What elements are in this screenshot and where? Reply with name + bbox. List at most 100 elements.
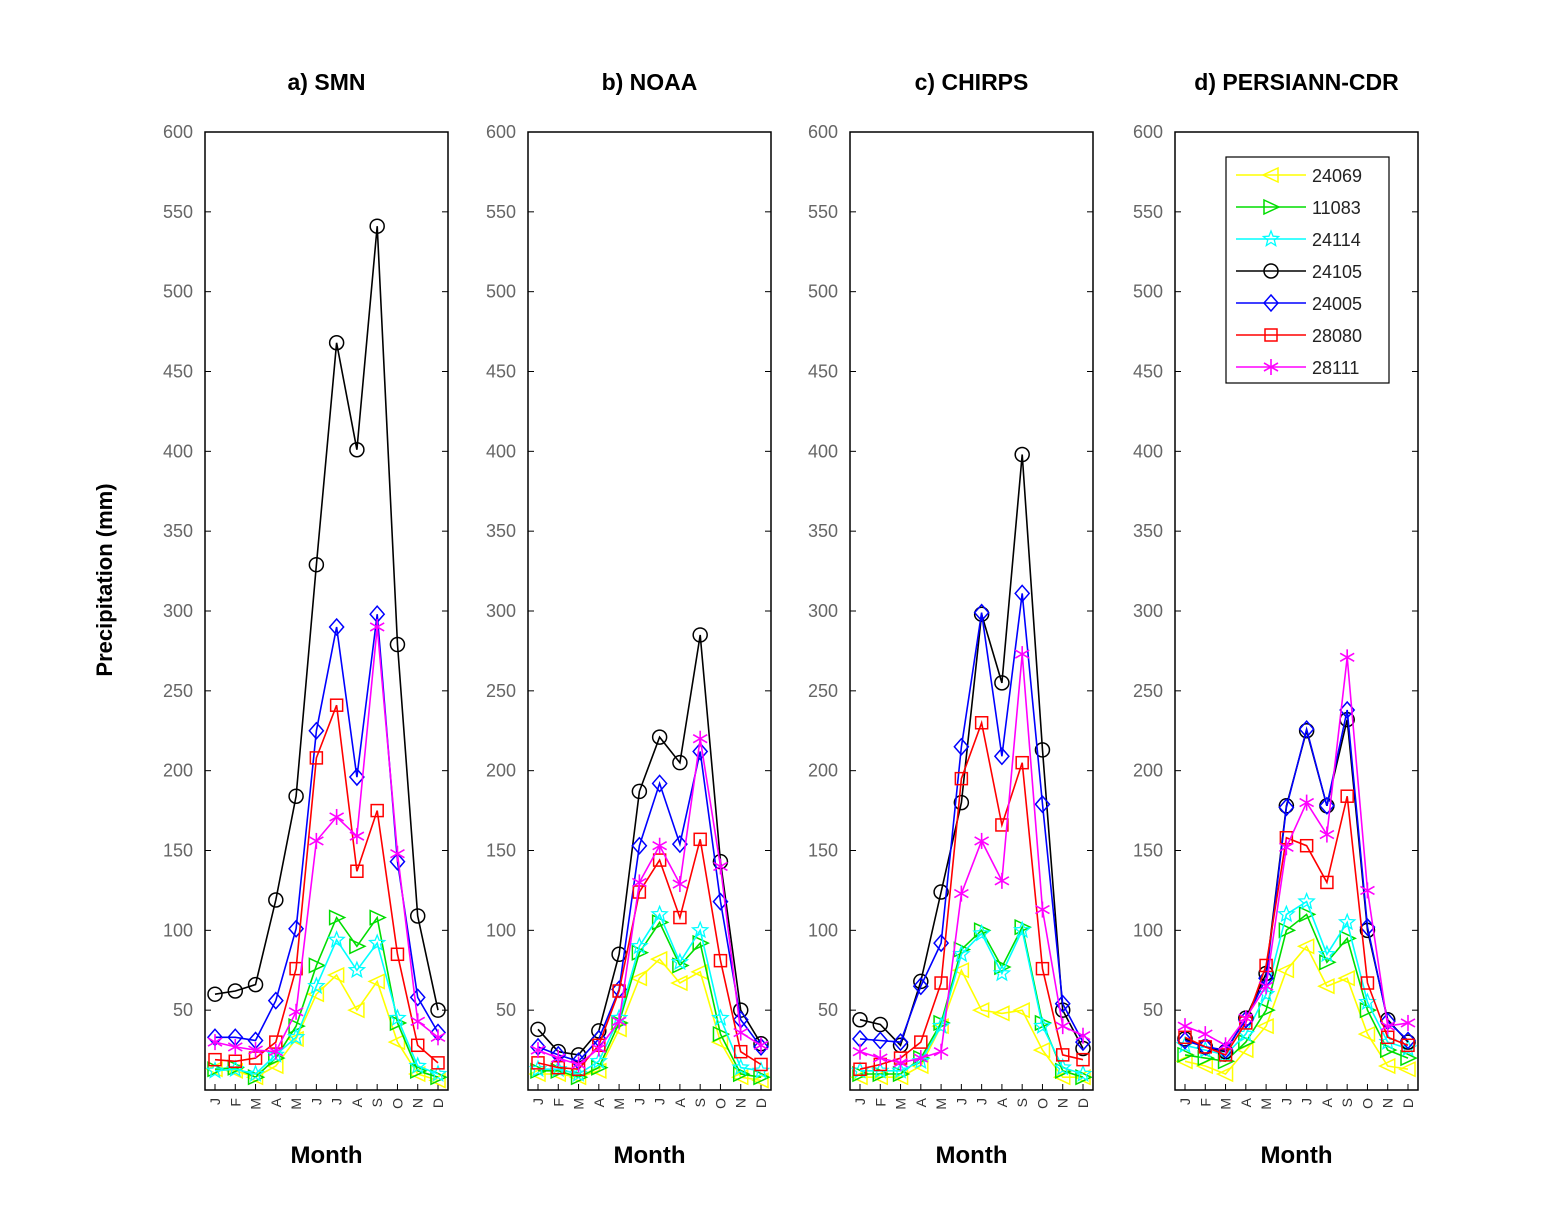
data-point [409, 1062, 428, 1080]
series-28111 [852, 646, 1091, 1071]
data-point [931, 1016, 951, 1035]
data-point [1075, 1027, 1091, 1044]
data-point [713, 858, 728, 875]
data-point [971, 1001, 990, 1019]
x-tick-label: M [248, 1098, 264, 1110]
data-point [1032, 1041, 1051, 1059]
y-tick-label: 600 [486, 122, 516, 142]
data-point [1398, 1061, 1416, 1078]
x-tick-label: F [872, 1098, 888, 1107]
y-tick-label: 100 [1133, 920, 1163, 940]
data-point [652, 853, 667, 867]
data-point [1337, 912, 1357, 931]
legend-entry-28080: 28080 [1236, 326, 1362, 346]
data-point [630, 936, 649, 955]
data-point [1339, 649, 1355, 666]
data-point [631, 836, 648, 855]
x-tick-label: F [1197, 1098, 1213, 1107]
data-point [1075, 1069, 1093, 1086]
data-point [1337, 970, 1355, 987]
series-28080 [531, 832, 768, 1076]
x-tick-label: M [933, 1098, 949, 1110]
data-point [673, 910, 687, 925]
series-28080 [208, 698, 445, 1070]
data-point [248, 1042, 263, 1059]
y-tick-label: 50 [818, 1000, 838, 1020]
legend-entry-24069: 24069 [1236, 166, 1362, 186]
data-point [1035, 901, 1050, 918]
y-tick-label: 100 [163, 920, 193, 940]
legend-marker [1261, 166, 1279, 184]
x-tick-label: S [1014, 1098, 1030, 1107]
legend-marker [1263, 293, 1279, 313]
data-point [933, 1043, 949, 1060]
data-point [309, 751, 324, 765]
y-tick-label: 200 [486, 761, 516, 781]
series-28111 [207, 618, 446, 1060]
data-point [349, 828, 365, 845]
data-point [1014, 646, 1030, 663]
data-point [1296, 938, 1315, 955]
data-point [370, 803, 384, 818]
data-point [712, 1025, 731, 1043]
series-line [537, 839, 762, 1071]
data-point [631, 783, 648, 800]
data-point [390, 947, 405, 962]
data-point [893, 1054, 908, 1071]
data-point [1033, 1016, 1052, 1035]
data-point [1277, 904, 1296, 923]
data-point [692, 742, 709, 761]
data-point [1400, 1031, 1416, 1050]
x-tick-label: O [1359, 1098, 1375, 1109]
data-point [992, 1005, 1010, 1022]
data-point [308, 832, 324, 849]
data-point [327, 930, 346, 948]
y-tick-label: 500 [163, 282, 193, 302]
series-28080 [853, 716, 1090, 1076]
y-tick-label: 150 [1133, 841, 1163, 861]
data-point [1297, 891, 1316, 910]
y-tick-label: 450 [808, 362, 838, 382]
x-tick-label: M [288, 1098, 304, 1110]
data-point [914, 1035, 928, 1049]
data-point [1073, 1064, 1093, 1082]
data-point [1276, 962, 1295, 979]
y-tick-label: 550 [808, 202, 838, 222]
data-point [329, 808, 345, 825]
data-point [389, 852, 406, 871]
data-point [912, 977, 929, 996]
x-tick-label: J [1278, 1098, 1294, 1105]
panel-title: a) SMN [288, 69, 366, 95]
data-point [611, 1013, 627, 1030]
data-point [347, 1001, 365, 1019]
data-point [205, 1061, 225, 1079]
data-point [891, 1061, 910, 1079]
y-tick-label: 50 [496, 1000, 516, 1020]
data-point [1175, 1053, 1193, 1070]
x-tick-label: J [329, 1098, 345, 1105]
data-point [329, 698, 344, 712]
data-point [852, 1011, 868, 1028]
x-tick-label: J [974, 1098, 990, 1105]
y-tick-label: 350 [163, 521, 193, 541]
data-point [733, 1044, 748, 1059]
data-point [1278, 798, 1295, 817]
x-tick-label: A [672, 1097, 688, 1107]
data-point [1014, 446, 1030, 463]
panel-d-persiann-cdr: d) PERSIANN-CDR 50 100 150 200 250 300 350 400 45… [1133, 69, 1419, 1169]
data-point [1076, 1052, 1090, 1067]
data-point [1215, 1065, 1234, 1083]
x-axis-label: Month [291, 1142, 363, 1169]
data-point [1357, 1025, 1376, 1043]
data-point [1339, 930, 1357, 947]
x-tick-label: F [227, 1098, 243, 1107]
data-point [289, 961, 303, 976]
x-tick-label: S [692, 1098, 708, 1107]
x-tick-label: A [268, 1097, 284, 1107]
data-point [390, 845, 405, 862]
x-tick-label: J [631, 1098, 647, 1105]
data-point [631, 944, 650, 961]
data-point [1258, 978, 1274, 995]
data-point [1317, 978, 1335, 995]
data-point [1258, 1001, 1276, 1019]
